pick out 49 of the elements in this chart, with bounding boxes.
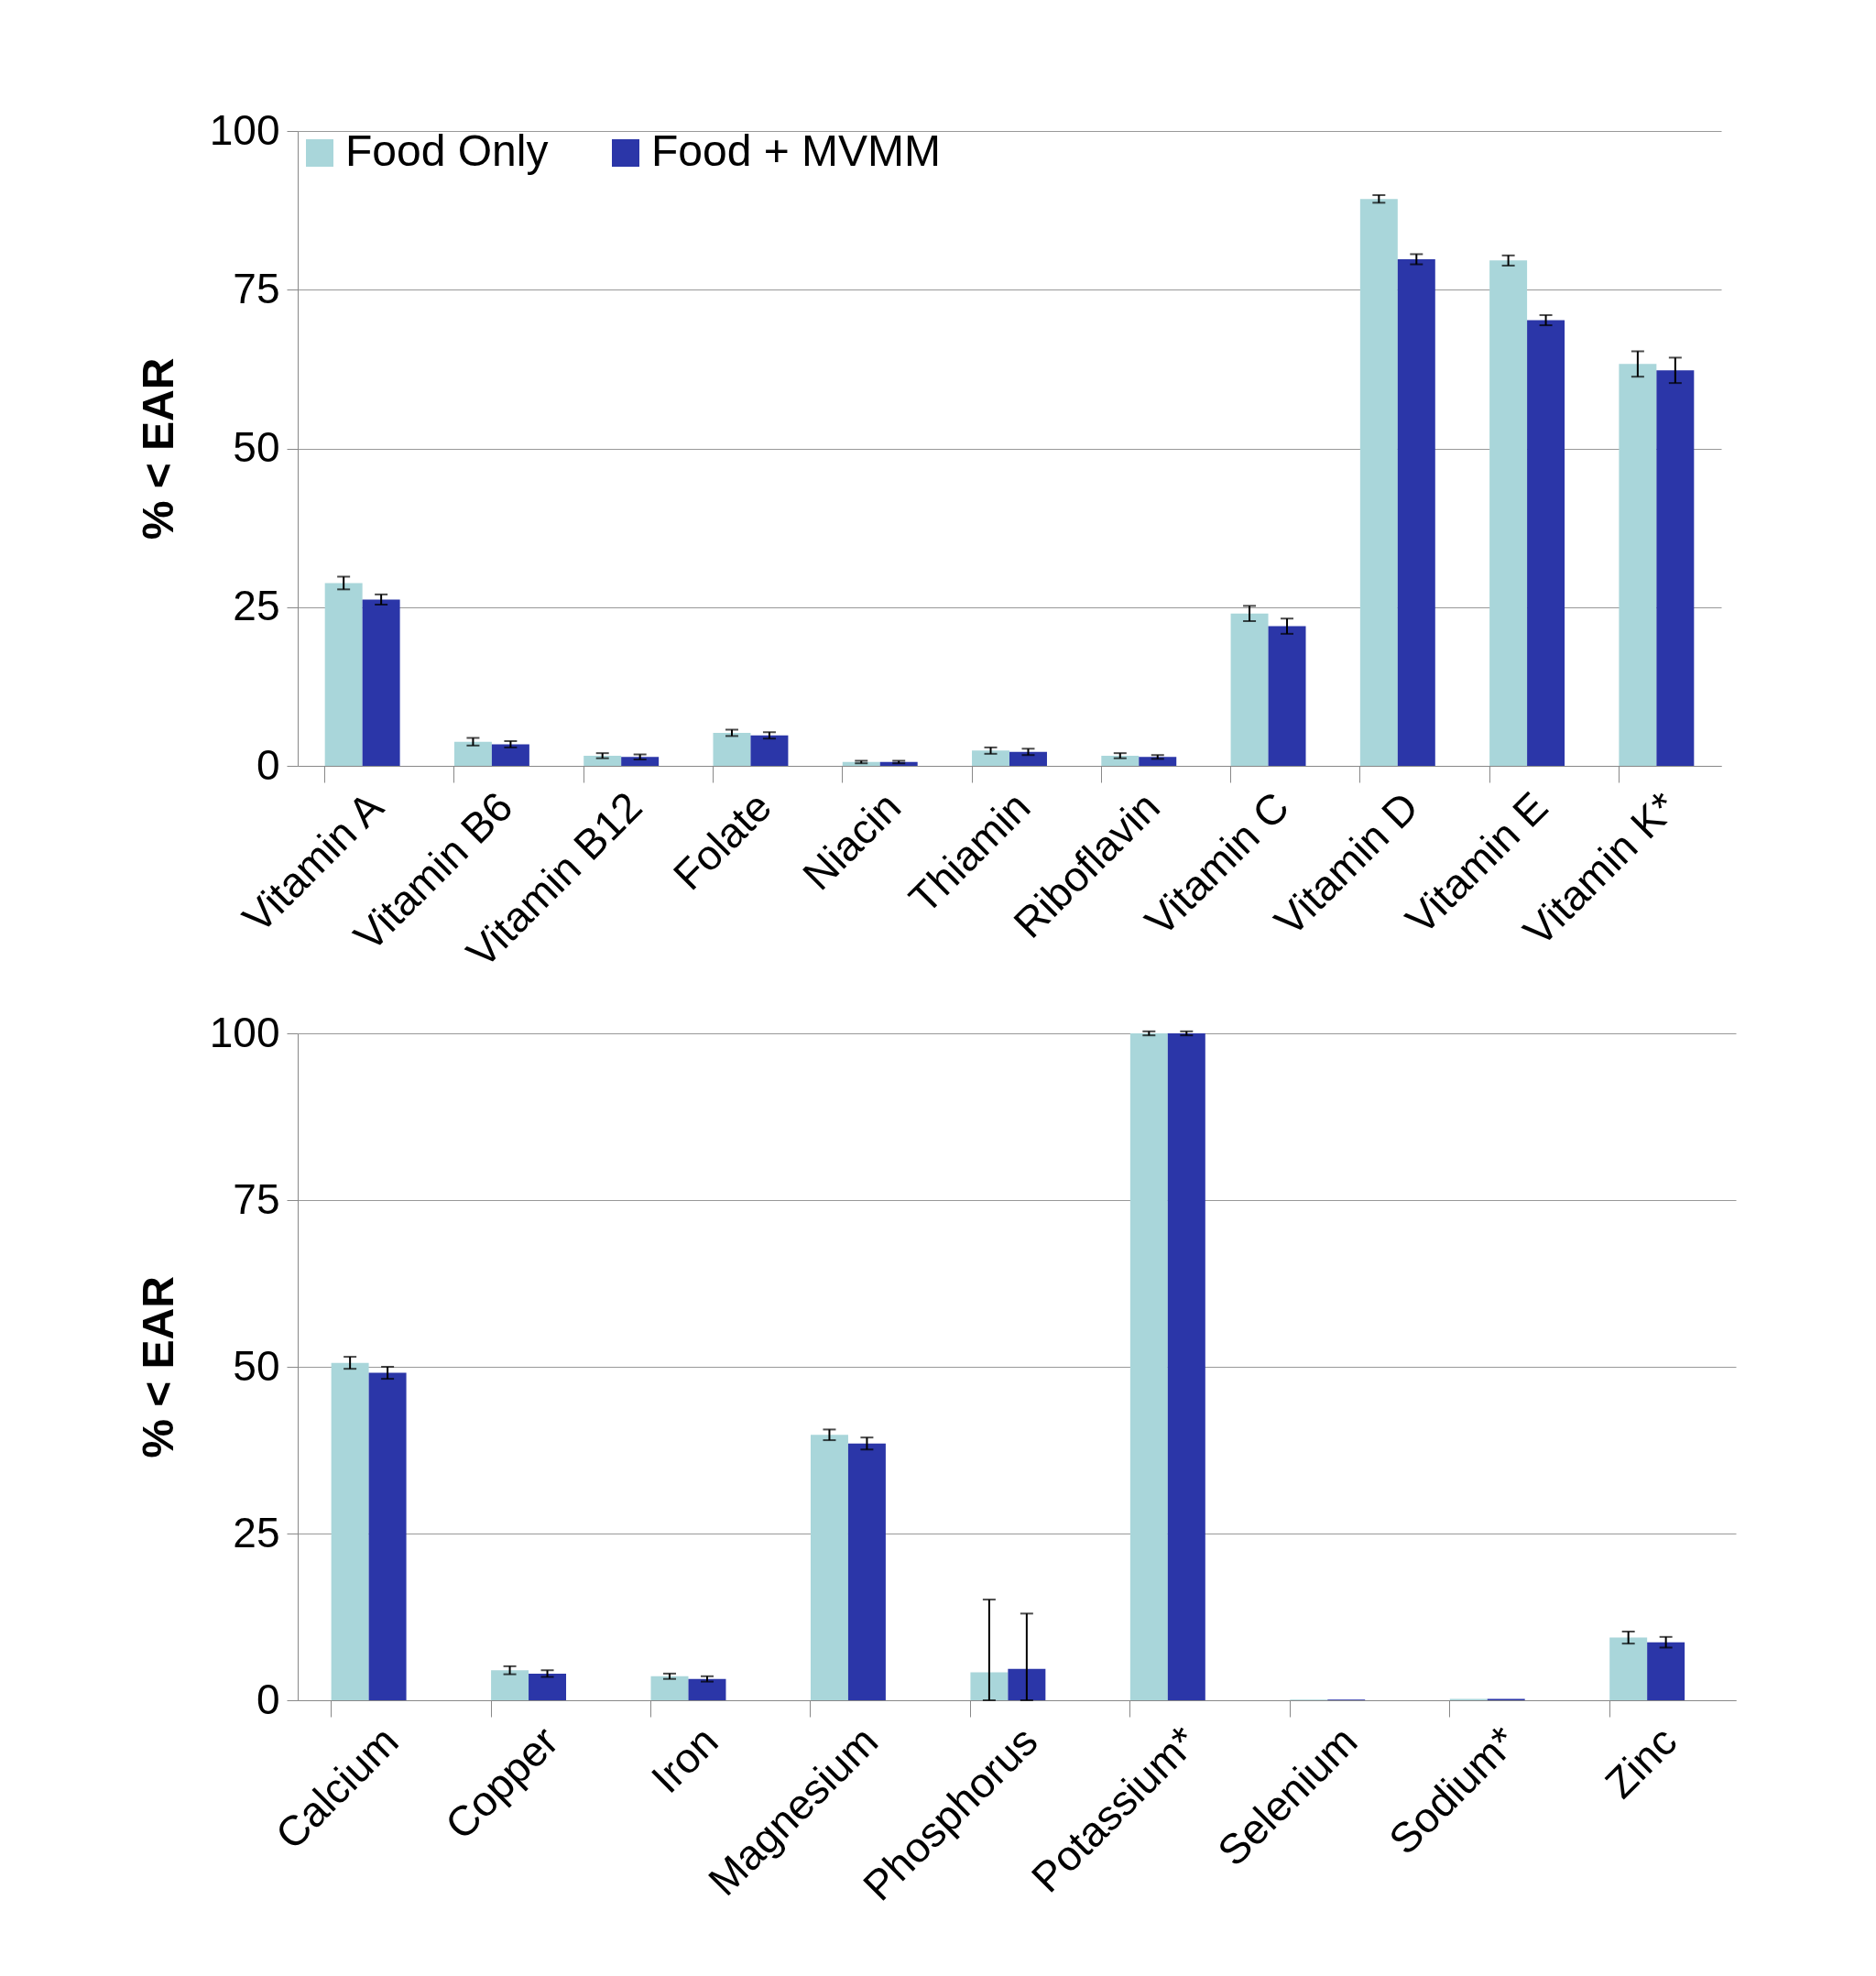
- bar: [1167, 1033, 1205, 1700]
- bar: [1139, 757, 1177, 766]
- bar: [1656, 370, 1695, 766]
- bar: [1359, 199, 1398, 766]
- y-tick-label: 50: [233, 423, 280, 471]
- bar: [324, 583, 363, 766]
- bar: [688, 1678, 726, 1700]
- bar: [1230, 613, 1269, 766]
- bar: [331, 1362, 369, 1700]
- bar: [1268, 626, 1306, 766]
- x-tick-label: Zinc: [1596, 1717, 1686, 1807]
- bar: [491, 1670, 529, 1700]
- bar: [1397, 258, 1435, 766]
- bar: [1489, 260, 1528, 766]
- bar: [847, 1443, 886, 1700]
- y-axis-title: % < EAR: [133, 1276, 182, 1458]
- y-tick-label: 25: [233, 1508, 280, 1556]
- bar: [1009, 751, 1047, 766]
- bar: [362, 599, 400, 766]
- y-tick-label: 0: [256, 740, 280, 789]
- bar: [1619, 364, 1657, 766]
- bar: [1647, 1642, 1685, 1700]
- bar: [970, 1672, 1009, 1700]
- y-tick-label: 100: [209, 105, 280, 154]
- bar: [810, 1435, 848, 1700]
- bar: [750, 735, 789, 766]
- legend-label: Food + MVMM: [651, 126, 942, 175]
- y-tick-label: 25: [233, 582, 280, 630]
- bar: [972, 750, 1009, 766]
- y-axis-title: % < EAR: [133, 357, 182, 540]
- y-tick-label: 100: [209, 1008, 280, 1056]
- bar: [1008, 1668, 1046, 1700]
- bar: [1129, 1033, 1168, 1700]
- bar: [1101, 755, 1140, 766]
- bar: [368, 1372, 407, 1700]
- bar: [491, 744, 529, 766]
- bar: [621, 757, 660, 766]
- y-tick-label: 75: [233, 1174, 280, 1223]
- y-tick-label: 75: [233, 264, 280, 312]
- bar: [713, 732, 751, 766]
- bar: [1609, 1637, 1648, 1700]
- bar: [453, 741, 492, 766]
- bar: [650, 1676, 689, 1700]
- bar: [1527, 320, 1565, 766]
- legend-label: Food Only: [345, 126, 549, 175]
- bar: [584, 755, 622, 766]
- y-tick-label: 50: [233, 1341, 280, 1390]
- y-tick-label: 0: [256, 1675, 280, 1723]
- bar: [529, 1673, 567, 1700]
